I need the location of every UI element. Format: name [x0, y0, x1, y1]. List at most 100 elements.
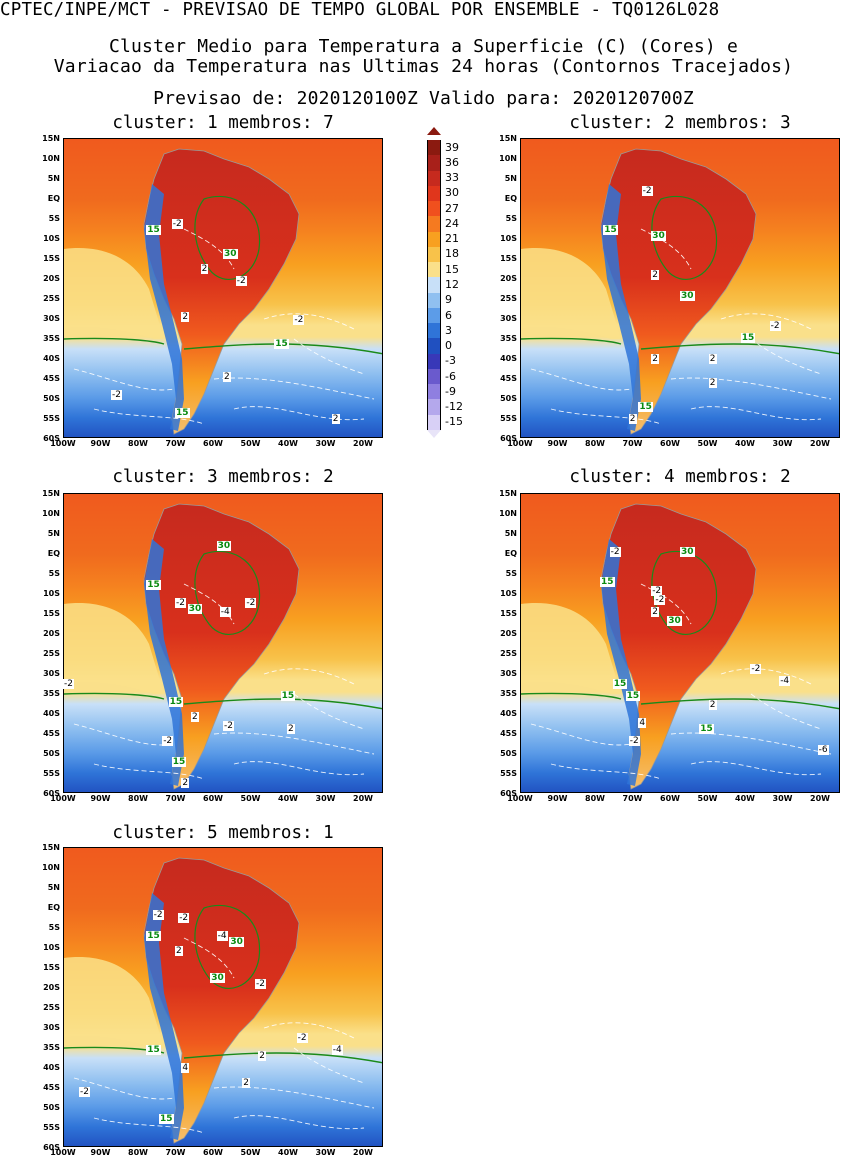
panel-title: cluster: 2 membros: 3: [569, 113, 791, 133]
dashed-variation-contour: [263, 668, 355, 685]
temperature-contour-label: 30: [229, 937, 244, 947]
variation-contour-label: 2: [651, 607, 659, 617]
latitude-label: 15S: [43, 609, 60, 618]
dashed-variation-contour: [213, 377, 375, 400]
colorbar-label: -3: [445, 354, 456, 368]
latitude-label: 45S: [43, 374, 60, 383]
longitude-label: 50W: [697, 794, 718, 803]
variation-contour-label: 2: [708, 378, 717, 388]
colorbar-label: 27: [445, 201, 459, 215]
variation-contour-label: -2: [654, 595, 666, 605]
colorbar-segment: [427, 216, 441, 232]
colorbar-segment: [427, 155, 441, 171]
map-panel: [520, 493, 840, 793]
latitude-label: 55S: [43, 414, 60, 423]
longitude-label: 60W: [203, 439, 223, 448]
colorbar-segment: [427, 246, 441, 263]
dashed-variation-contour: [93, 763, 205, 780]
temperature-contour-label: 30: [680, 547, 695, 557]
dashed-variation-contour: [183, 583, 235, 625]
latitude-label: 15N: [42, 489, 60, 498]
colorbar-label: -12: [445, 400, 463, 414]
longitude-label: 100W: [50, 794, 76, 803]
colorbar-segment: [427, 140, 441, 156]
contour-30c: [194, 550, 261, 635]
colorbar-label: -15: [445, 415, 463, 429]
variation-contour-label: 2: [287, 724, 295, 734]
latitude-label: 10S: [43, 589, 60, 598]
contour-15c: [64, 692, 382, 710]
variation-contour-label: -2: [750, 664, 762, 674]
latitude-label: 55S: [500, 414, 517, 423]
latitude-label: 40S: [500, 354, 517, 363]
latitude-label: EQ: [47, 194, 60, 203]
longitude-label: 20W: [353, 794, 373, 803]
product-title: CPTEC/INPE/MCT - PREVISAO DE TEMPO GLOBA…: [0, 0, 720, 20]
dashed-variation-contour: [293, 693, 365, 730]
latitude-label: 45S: [43, 729, 60, 738]
variation-contour-label: 2: [258, 1051, 266, 1061]
variation-contour-label: -4: [216, 931, 228, 941]
latitude-label: 30S: [500, 669, 517, 678]
longitude-label: 100W: [50, 1148, 76, 1157]
temperature-contour-label: 15: [600, 577, 615, 587]
latitude-label: 10N: [42, 863, 60, 872]
variation-contour-label: -4: [779, 676, 791, 686]
dashed-variation-contour: [720, 313, 812, 330]
temperature-contour-label: 30: [223, 249, 238, 259]
latitude-label: 50S: [43, 1103, 60, 1112]
temperature-contour-label: 15: [146, 931, 161, 941]
colorbar-bottom-arrow: [427, 430, 441, 438]
variation-contour-label: 4: [638, 718, 647, 728]
latitude-label: 15S: [500, 609, 517, 618]
longitude-label: 50W: [240, 439, 261, 448]
colorbar-top-arrow: [427, 127, 441, 135]
latitude-label: 60S: [43, 789, 60, 798]
longitude-label: 20W: [353, 1148, 373, 1157]
colorbar-segment: [427, 170, 441, 186]
temperature-contour-label: 15: [159, 1114, 174, 1124]
latitude-label: 10N: [499, 509, 517, 518]
latitude-label: 45S: [500, 374, 517, 383]
dashed-variation-contour: [233, 761, 365, 776]
variation-contour-label: -2: [235, 276, 247, 286]
latitude-label: 45S: [43, 1083, 60, 1092]
colorbar-segment: [427, 307, 441, 324]
longitude-label: 30W: [315, 1148, 336, 1157]
variation-contour-label: 2: [651, 354, 659, 364]
latitude-label: 10S: [43, 234, 60, 243]
latitude-label: 45S: [500, 729, 517, 738]
temperature-contour-label: 15: [699, 724, 714, 734]
dashed-variation-contour: [213, 1086, 375, 1109]
longitude-label: 60W: [203, 794, 223, 803]
colorbar-label: 15: [445, 262, 459, 276]
latitude-label: 10N: [42, 154, 60, 163]
longitude-label: 30W: [315, 794, 336, 803]
temperature-contour-label: 30: [680, 291, 695, 301]
latitude-label: 5N: [504, 174, 517, 183]
andes-cold-band: [601, 184, 641, 431]
latitude-label: 5N: [47, 174, 60, 183]
longitude-label: 50W: [240, 794, 261, 803]
latitude-label: 20S: [500, 629, 517, 638]
contour-30c: [194, 904, 261, 989]
temperature-contour-label: 30: [667, 616, 682, 626]
latitude-label: 55S: [500, 769, 517, 778]
latitude-label: 55S: [43, 1123, 60, 1132]
latitude-label: 5N: [47, 529, 60, 538]
longitude-label: 40W: [735, 794, 755, 803]
temperature-contour-label: 15: [625, 691, 641, 701]
latitude-label: 15N: [42, 134, 60, 143]
variation-contour-label: 2: [223, 372, 231, 382]
variation-contour-label: -2: [111, 390, 122, 400]
dashed-variation-contour: [293, 338, 365, 375]
dashed-variation-contour: [720, 668, 812, 685]
latitude-label: 40S: [500, 709, 517, 718]
latitude-label: 15N: [499, 134, 517, 143]
dashed-variation-contour: [233, 1115, 365, 1130]
temperature-contour-label: 30: [210, 973, 225, 983]
dashed-variation-contour: [640, 228, 692, 270]
dashed-variation-contour: [530, 723, 632, 746]
temperature-contour-label: 15: [638, 402, 653, 412]
variation-contour-label: -2: [628, 736, 640, 746]
